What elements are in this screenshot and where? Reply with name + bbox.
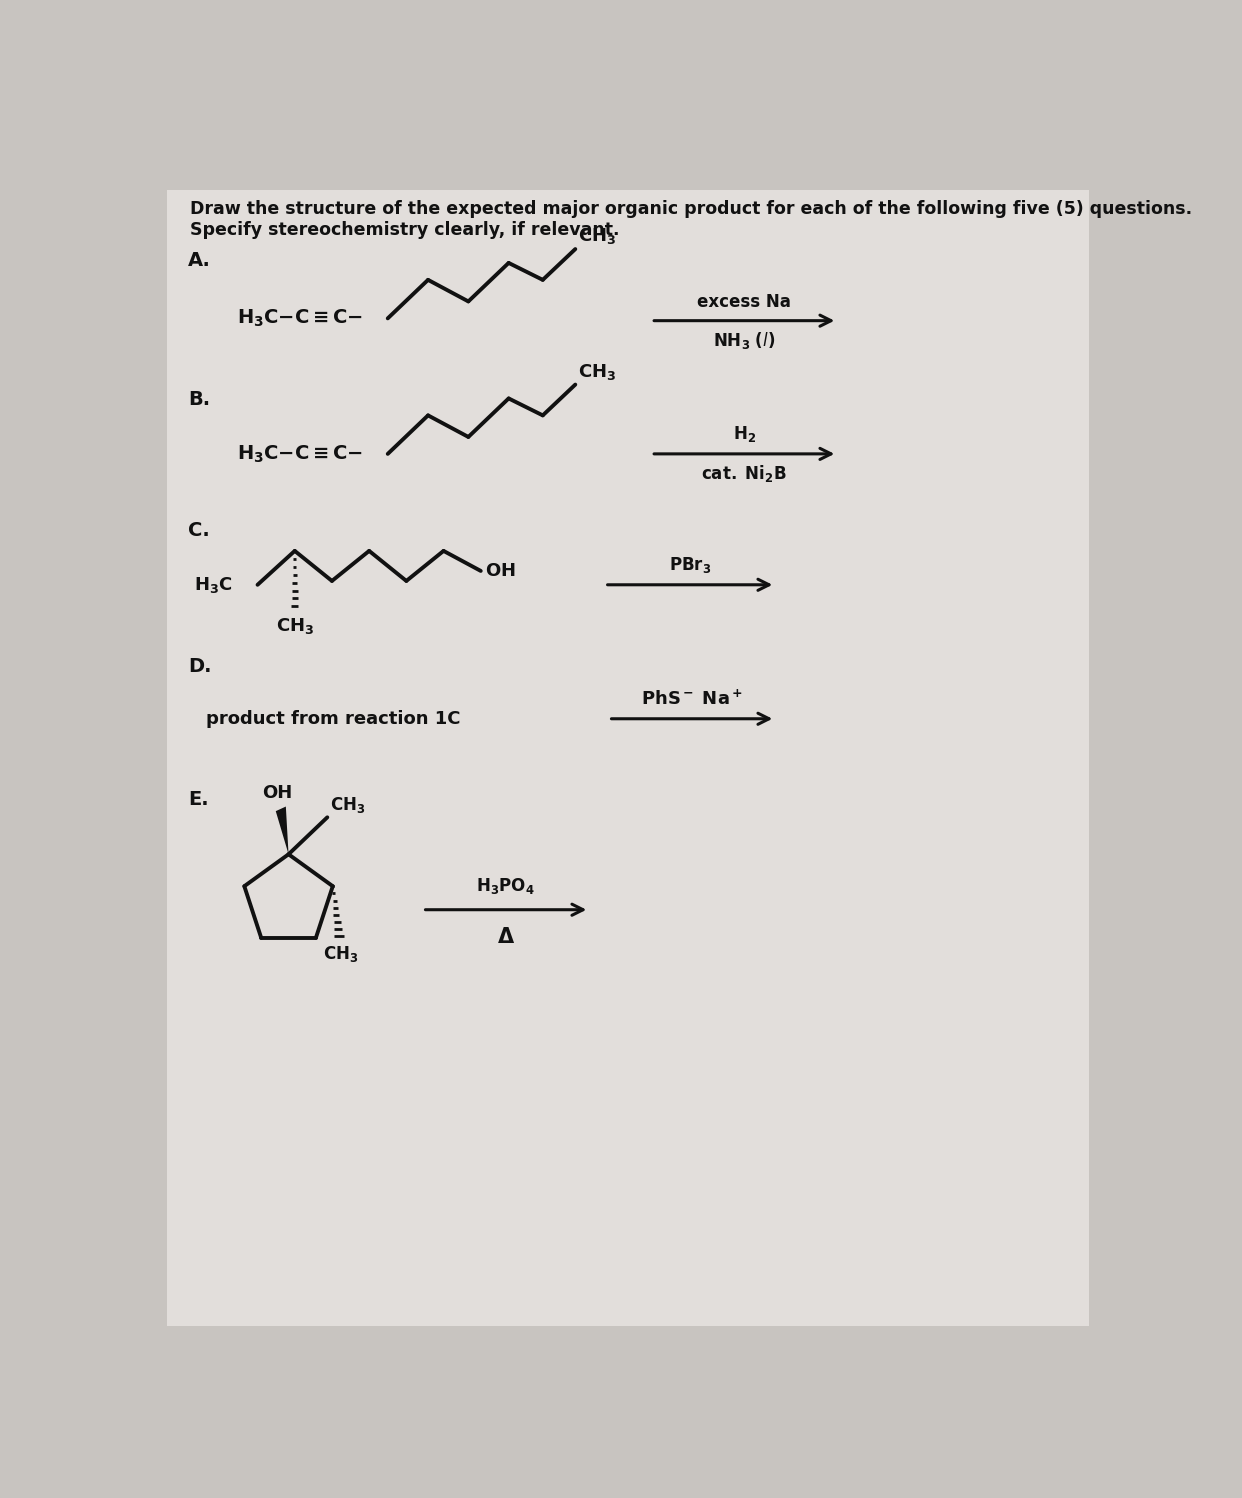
Polygon shape (276, 806, 288, 854)
Text: $\mathbf{CH_3}$: $\mathbf{CH_3}$ (329, 795, 365, 815)
Text: A.: A. (188, 252, 211, 270)
Text: $\mathbf{H_3C{-}C{\equiv}C{-}}$: $\mathbf{H_3C{-}C{\equiv}C{-}}$ (237, 307, 363, 330)
Text: $\mathbf{H_3C}$: $\mathbf{H_3C}$ (194, 575, 232, 595)
Text: product from reaction 1C: product from reaction 1C (206, 710, 460, 728)
Text: D.: D. (188, 658, 211, 676)
Text: $\mathbf{OH}$: $\mathbf{OH}$ (486, 562, 517, 580)
Text: $\mathbf{\Delta}$: $\mathbf{\Delta}$ (497, 927, 514, 947)
Text: $\mathbf{cat.\ Ni_2B}$: $\mathbf{cat.\ Ni_2B}$ (702, 463, 787, 484)
Text: $\mathbf{PBr_3}$: $\mathbf{PBr_3}$ (669, 554, 712, 575)
Text: excess Na: excess Na (697, 292, 791, 310)
Text: $\mathbf{NH_3}\ \mathbf{(}l\mathbf{)}$: $\mathbf{NH_3}\ \mathbf{(}l\mathbf{)}$ (713, 330, 775, 351)
Text: $\mathbf{CH_3}$: $\mathbf{CH_3}$ (276, 616, 314, 635)
Text: B.: B. (188, 389, 210, 409)
Text: E.: E. (188, 791, 209, 809)
Text: $\mathbf{CH_3}$: $\mathbf{CH_3}$ (323, 944, 358, 963)
Text: $\mathbf{PhS^-\ Na^+}$: $\mathbf{PhS^-\ Na^+}$ (641, 689, 743, 709)
Text: $\mathbf{H_2}$: $\mathbf{H_2}$ (733, 424, 756, 443)
Text: $\mathbf{CH_3}$: $\mathbf{CH_3}$ (578, 226, 616, 246)
Text: Specify stereochemistry clearly, if relevant.: Specify stereochemistry clearly, if rele… (190, 220, 620, 238)
Text: $\mathbf{CH_3}$: $\mathbf{CH_3}$ (578, 361, 616, 382)
Text: $\mathbf{H_3C{-}C{\equiv}C{-}}$: $\mathbf{H_3C{-}C{\equiv}C{-}}$ (237, 443, 363, 464)
Text: C.: C. (188, 521, 210, 539)
Text: $\mathbf{H_3PO_4}$: $\mathbf{H_3PO_4}$ (476, 876, 535, 896)
Text: OH: OH (262, 783, 292, 801)
Text: Draw the structure of the expected major organic product for each of the followi: Draw the structure of the expected major… (190, 199, 1192, 217)
